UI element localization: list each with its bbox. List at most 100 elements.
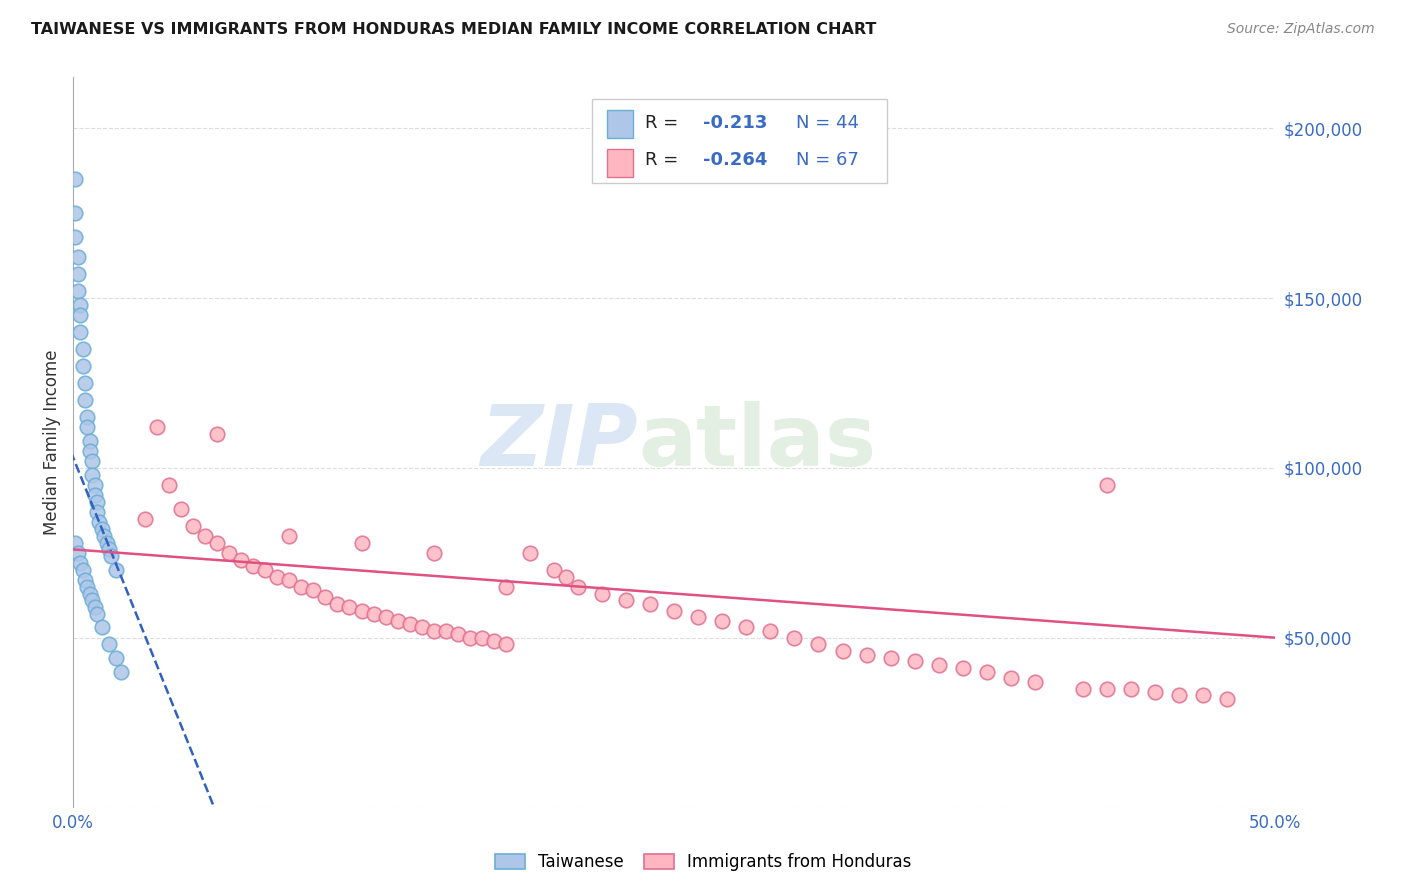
Point	[339, 600, 361, 615]
Point	[928, 657, 950, 672]
Point	[66, 251, 89, 265]
Point	[495, 580, 517, 594]
Point	[567, 580, 589, 594]
Point	[711, 614, 734, 628]
Point	[879, 651, 901, 665]
Point	[86, 495, 108, 509]
Point	[807, 638, 830, 652]
Point	[66, 546, 89, 560]
Point	[65, 172, 87, 186]
Point	[98, 542, 121, 557]
Point	[662, 603, 685, 617]
Point	[422, 546, 444, 560]
Point	[72, 359, 94, 373]
Point	[904, 655, 927, 669]
Point	[66, 268, 89, 282]
Point	[363, 607, 385, 621]
Text: TAIWANESE VS IMMIGRANTS FROM HONDURAS MEDIAN FAMILY INCOME CORRELATION CHART: TAIWANESE VS IMMIGRANTS FROM HONDURAS ME…	[31, 22, 876, 37]
Point	[326, 597, 349, 611]
Point	[302, 583, 325, 598]
Point	[93, 529, 115, 543]
Point	[170, 501, 193, 516]
Text: Source: ZipAtlas.com: Source: ZipAtlas.com	[1227, 22, 1375, 37]
Point	[387, 614, 409, 628]
Point	[79, 586, 101, 600]
Point	[614, 593, 637, 607]
Point	[1216, 691, 1239, 706]
Point	[76, 420, 98, 434]
Point	[72, 563, 94, 577]
Point	[471, 631, 494, 645]
Y-axis label: Median Family Income: Median Family Income	[44, 350, 60, 535]
Legend: Taiwanese, Immigrants from Honduras: Taiwanese, Immigrants from Honduras	[486, 845, 920, 880]
Point	[266, 569, 288, 583]
Point	[1168, 689, 1191, 703]
Point	[146, 420, 169, 434]
Point	[519, 546, 541, 560]
Point	[79, 434, 101, 448]
Point	[350, 603, 373, 617]
Point	[434, 624, 457, 638]
Point	[73, 573, 96, 587]
Point	[65, 230, 87, 244]
Text: -0.213: -0.213	[703, 114, 768, 132]
Point	[90, 620, 112, 634]
Point	[83, 600, 105, 615]
Point	[591, 586, 613, 600]
Point	[72, 342, 94, 356]
Point	[157, 478, 180, 492]
Point	[374, 610, 396, 624]
Point	[688, 610, 710, 624]
Text: atlas: atlas	[638, 401, 876, 484]
Point	[100, 549, 122, 564]
Point	[194, 529, 217, 543]
Point	[105, 651, 128, 665]
Point	[458, 631, 481, 645]
Point	[482, 634, 505, 648]
Point	[831, 644, 853, 658]
Point	[205, 535, 228, 549]
Point	[73, 392, 96, 407]
Point	[105, 563, 128, 577]
Point	[96, 535, 118, 549]
Point	[1095, 681, 1118, 696]
Point	[1071, 681, 1094, 696]
Point	[69, 325, 91, 339]
Point	[735, 620, 758, 634]
Point	[69, 308, 91, 322]
Point	[69, 556, 91, 570]
Point	[66, 285, 89, 299]
Point	[231, 552, 253, 566]
Point	[1095, 478, 1118, 492]
Point	[181, 518, 204, 533]
Point	[411, 620, 433, 634]
Point	[65, 206, 87, 220]
Point	[495, 638, 517, 652]
Text: N = 67: N = 67	[796, 151, 859, 169]
Point	[278, 529, 301, 543]
Point	[543, 563, 565, 577]
Point	[90, 522, 112, 536]
Point	[1144, 685, 1167, 699]
Point	[254, 563, 277, 577]
Point	[79, 444, 101, 458]
Point	[783, 631, 806, 645]
Point	[855, 648, 877, 662]
Point	[205, 427, 228, 442]
Point	[83, 488, 105, 502]
Point	[76, 580, 98, 594]
Text: N = 44: N = 44	[796, 114, 859, 132]
Point	[86, 505, 108, 519]
Point	[76, 409, 98, 424]
Point	[98, 638, 121, 652]
Point	[69, 298, 91, 312]
Point	[1119, 681, 1142, 696]
Point	[1000, 672, 1022, 686]
Text: R =: R =	[645, 151, 685, 169]
FancyBboxPatch shape	[607, 111, 633, 138]
Point	[218, 546, 240, 560]
Text: R =: R =	[645, 114, 685, 132]
Point	[350, 535, 373, 549]
Point	[86, 607, 108, 621]
Point	[952, 661, 974, 675]
